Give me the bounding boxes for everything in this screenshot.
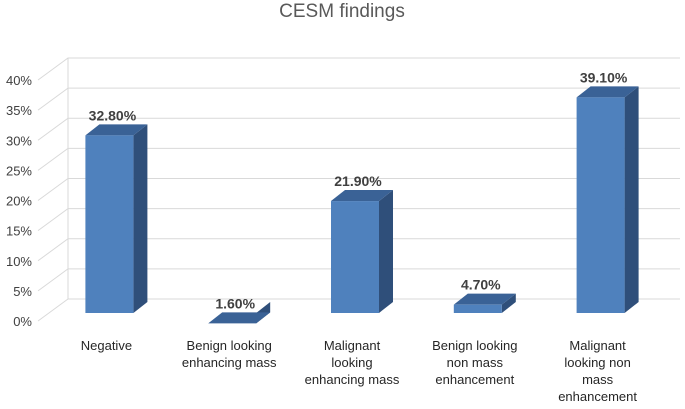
bar [576,86,639,313]
bar-top [576,86,639,98]
y-tick-label: 15% [6,224,32,239]
bar [85,124,148,313]
bar-front [453,304,502,313]
bar-top [331,190,393,202]
bar-front [331,201,379,313]
x-category-label: Negative [81,338,132,353]
bar-side [624,86,639,313]
bars [85,86,639,324]
bar [331,190,393,313]
y-tick-label: 30% [6,133,32,148]
bar-side [501,293,516,313]
bar-front [576,97,625,313]
bar-side [379,190,393,313]
bar-top [85,124,148,136]
y-tick-label: 5% [13,284,32,299]
y-tick-label: 0% [13,314,32,329]
y-tick-label: 25% [6,163,32,178]
x-category-label: Malignant looking non mass enhancement [558,338,637,404]
y-tick-label: 35% [6,103,32,118]
data-label: 39.10% [580,69,628,85]
bar [208,302,271,324]
bar-front [85,135,134,313]
x-category-label: Benign looking enhancing mass [182,338,277,370]
y-tick-label: 20% [6,194,32,209]
x-category-label: Benign looking non mass enhancement [432,338,517,387]
data-labels: 32.80% 1.60% 21.90% 4.70% 39.10% [89,69,628,311]
chart-title: CESM findings [279,1,405,22]
data-label: 4.70% [461,277,501,293]
data-label: 1.60% [215,295,255,311]
x-axis-categories: Negative Benign looking enhancing mass Mali… [81,338,638,404]
bar-top [208,312,271,324]
x-category-label: Malignant looking enhancing mass [305,338,400,387]
data-label: 32.80% [89,107,137,123]
y-axis-ticks: 0% 5% 10% 15% 20% 25% 30% 35% 40% [6,73,32,329]
y-tick-label: 10% [6,254,32,269]
gridlines [37,57,680,322]
bar [453,293,516,313]
data-label: 21.90% [334,173,382,189]
y-tick-label: 40% [6,73,32,88]
bar-top [453,293,516,305]
bar-side [133,124,148,313]
